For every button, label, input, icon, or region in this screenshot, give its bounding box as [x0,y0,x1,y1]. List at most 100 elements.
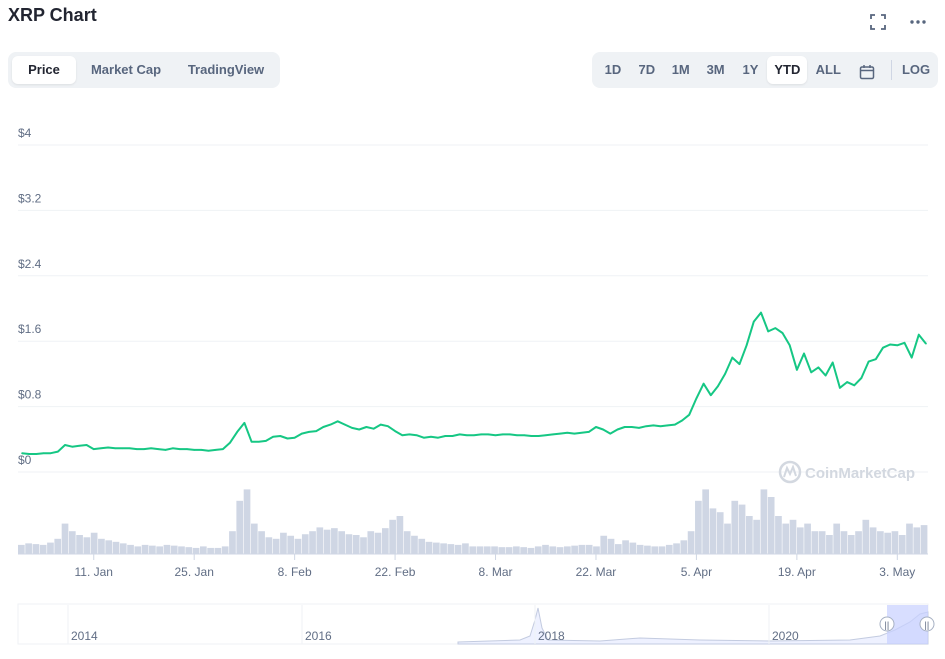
price-point [329,423,332,426]
range-ytd[interactable]: YTD [767,56,808,84]
navigator[interactable]: || || 2014 2016 2018 2020 [17,603,935,645]
range-1d[interactable]: 1D [604,62,622,77]
price-point [200,449,203,451]
volume-bar [287,535,295,554]
price-point [121,447,124,450]
price-point [796,369,798,371]
volume-bar [331,528,338,554]
price-point [925,342,927,345]
volume-bar [753,519,760,554]
price-point [430,436,432,438]
price-point [695,397,698,400]
range-1m[interactable]: 1M [671,62,690,77]
range-7d[interactable]: 7D [638,62,656,77]
volume-bar [847,535,855,554]
more-icon[interactable] [908,12,928,32]
volume-bar [651,546,659,554]
price-point [207,449,210,452]
price-point [702,382,705,385]
tab-tradingview[interactable]: TradingView [187,62,265,77]
volume-bar [316,527,324,554]
price-point [351,427,353,429]
price-point [803,352,805,355]
volume-bar [352,535,360,554]
price-point [674,423,676,426]
price-point [85,444,88,446]
price-point [580,431,583,434]
calendar-icon[interactable] [849,56,885,84]
navigator-handle-left[interactable]: || [879,616,895,632]
volume-bar [185,547,193,554]
volume-bar [789,519,797,554]
price-point [315,430,317,432]
navigator-year-label: 2016 [305,629,332,643]
volume-bar [229,531,236,554]
price-point [214,449,217,451]
price-point [265,440,267,442]
price-point [559,432,561,435]
price-point [286,437,289,440]
price-point [774,327,777,329]
price-point [760,311,762,314]
range-all[interactable]: ALL [815,62,841,77]
volume-bar [891,531,899,554]
volume-bar [236,500,244,554]
price-point [573,432,576,435]
volume-bar [767,497,775,554]
volume-bar [920,525,928,554]
volume-bar [476,546,484,554]
volume-bar [760,489,768,554]
x-tick-label: 25. Jan [175,565,214,579]
tab-market-cap[interactable]: Market Cap [90,62,162,77]
price-point [394,430,396,432]
volume-bar [520,547,527,554]
y-tick-label: $3.2 [18,191,42,205]
volume-bar [636,544,644,554]
price-point [243,422,246,424]
volume-bar [32,544,40,554]
price-point [638,427,640,429]
price-point [387,425,389,428]
price-point [250,440,253,443]
fullscreen-icon[interactable] [868,12,888,32]
x-tick-label: 11. Jan [75,565,113,579]
volume-bar [811,531,819,554]
range-1y[interactable]: 1Y [742,62,759,77]
volume-bar [309,531,316,554]
volume-bar [716,512,724,554]
chart-title: XRP Chart [8,5,97,25]
volume-bar [432,542,440,554]
volume-bar [294,538,302,554]
volume-bar [724,523,731,554]
navigator-handle-right[interactable]: || [919,616,935,632]
price-point [157,448,160,450]
y-tick-label: $0.8 [18,388,42,402]
volume-bar [709,508,717,554]
price-point [867,360,870,363]
volume-bar [243,489,251,554]
price-point [78,445,81,447]
tab-price[interactable]: Price [12,56,76,84]
volume-bar [833,523,841,554]
price-point [408,433,411,436]
price-point [523,434,526,437]
log-toggle[interactable]: LOG [901,62,931,77]
price-point [64,444,66,446]
volume-bar [170,545,178,554]
price-point [193,449,195,451]
price-point [229,441,231,444]
volume-bar [542,544,549,554]
volume-bar [382,528,389,554]
price-point [810,371,813,374]
volume-bar [418,538,426,554]
price-point [839,386,841,389]
volume-bar [98,538,105,554]
volume-bar [746,516,753,554]
x-tick-label: 3. May [879,565,915,579]
range-3m[interactable]: 3M [706,62,725,77]
x-tick-label: 8. Mar [479,565,513,579]
volume-bar [323,529,331,554]
volume-bar [396,516,404,554]
volume-bar [301,534,309,554]
price-point [587,431,590,433]
